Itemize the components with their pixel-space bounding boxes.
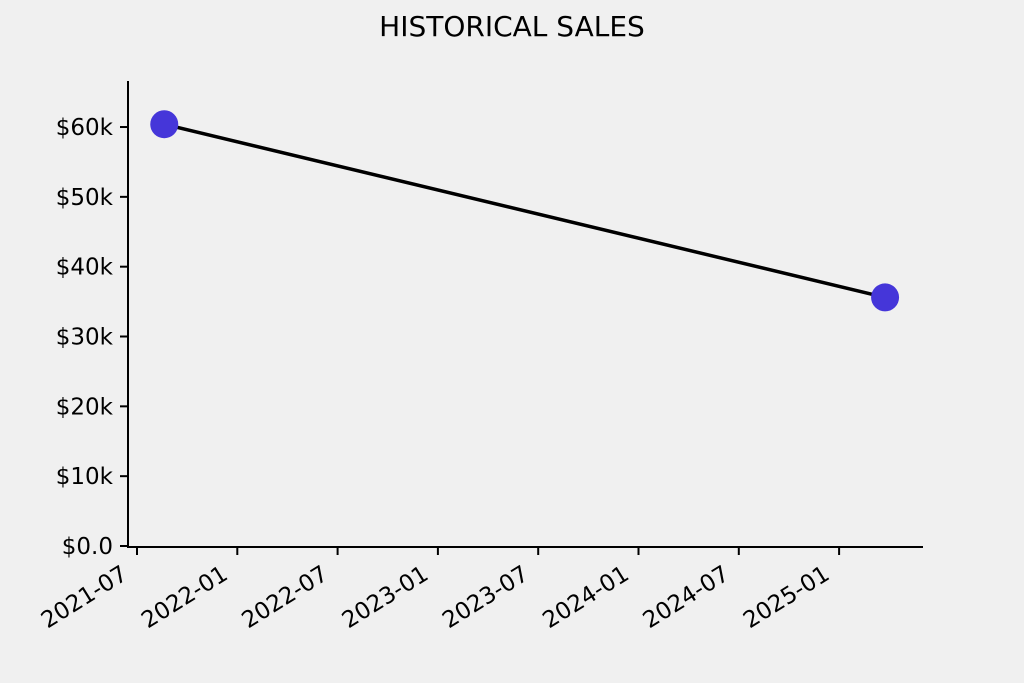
x-tick-label: 2022-01: [137, 561, 232, 634]
x-tick-label: 2023-07: [438, 561, 533, 634]
x-tick-label: 2021-07: [37, 561, 132, 634]
y-tick-label: $50k: [56, 185, 114, 211]
x-tick-label: 2024-07: [639, 561, 734, 634]
y-tick-label: $20k: [56, 394, 114, 420]
y-tick-label: $40k: [56, 255, 114, 281]
sales-data-point-marker: [150, 110, 179, 139]
y-tick-label: $0.0: [62, 534, 113, 560]
y-tick-label: $10k: [56, 464, 114, 490]
y-tick-label: $60k: [56, 115, 114, 141]
x-tick-label: 2022-07: [237, 561, 332, 634]
x-tick-label: 2023-01: [338, 561, 433, 634]
x-tick-label: 2024-01: [538, 561, 633, 634]
chart-title: HISTORICAL SALES: [379, 10, 645, 43]
sales-line: [163, 122, 886, 300]
axis-spines: [127, 81, 923, 548]
sales-data-point-marker: [871, 283, 900, 312]
y-tick-label: $30k: [56, 325, 114, 351]
x-tick-label: 2025-01: [739, 561, 834, 634]
